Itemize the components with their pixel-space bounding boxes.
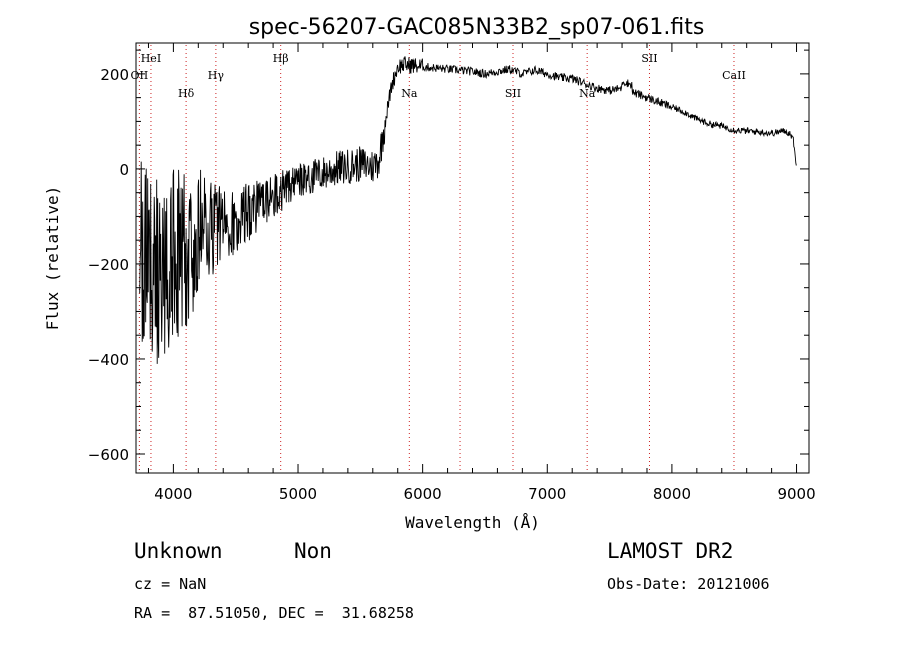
class-label: Unknown xyxy=(134,539,223,563)
y-tick-label: −600 xyxy=(88,446,129,464)
line-marker-label: SII xyxy=(505,87,521,100)
line-marker-label: Hδ xyxy=(178,87,195,100)
line-marker-label: CaII xyxy=(722,69,746,82)
line-marker-label: Hγ xyxy=(208,69,225,82)
line-marker-label: Na xyxy=(401,87,418,100)
y-tick-label: −200 xyxy=(88,256,129,274)
line-marker-label: OII xyxy=(131,69,149,82)
x-tick-label: 8000 xyxy=(653,485,691,503)
cz-label: cz = NaN xyxy=(134,575,207,593)
coords-label: RA = 87.51050, DEC = 31.68258 xyxy=(134,604,414,622)
line-marker-label: SII xyxy=(641,52,657,65)
y-tick-label: 0 xyxy=(119,161,129,179)
x-tick-label: 4000 xyxy=(154,485,192,503)
x-tick-label: 9000 xyxy=(777,485,815,503)
x-axis-label: Wavelength (Å) xyxy=(405,513,540,532)
x-tick-label: 7000 xyxy=(528,485,566,503)
x-tick-label: 6000 xyxy=(404,485,442,503)
line-marker-label: Na xyxy=(579,87,596,100)
survey-label: LAMOST DR2 xyxy=(607,539,734,563)
line-marker-label: Hβ xyxy=(273,52,289,65)
y-tick-label: 200 xyxy=(100,66,129,84)
plot-frame xyxy=(135,42,810,474)
x-tick-label: 5000 xyxy=(279,485,317,503)
subclass-label: Non xyxy=(294,539,332,563)
obs-date-label: Obs-Date: 20121006 xyxy=(607,575,770,593)
chart-title: spec-56207-GAC085N33B2_sp07-061.fits xyxy=(249,15,705,40)
y-tick-label: −400 xyxy=(88,351,129,369)
spectrum-line xyxy=(139,56,797,364)
y-axis-label: Flux (relative) xyxy=(43,186,62,331)
line-marker-label: HeI xyxy=(141,52,161,65)
